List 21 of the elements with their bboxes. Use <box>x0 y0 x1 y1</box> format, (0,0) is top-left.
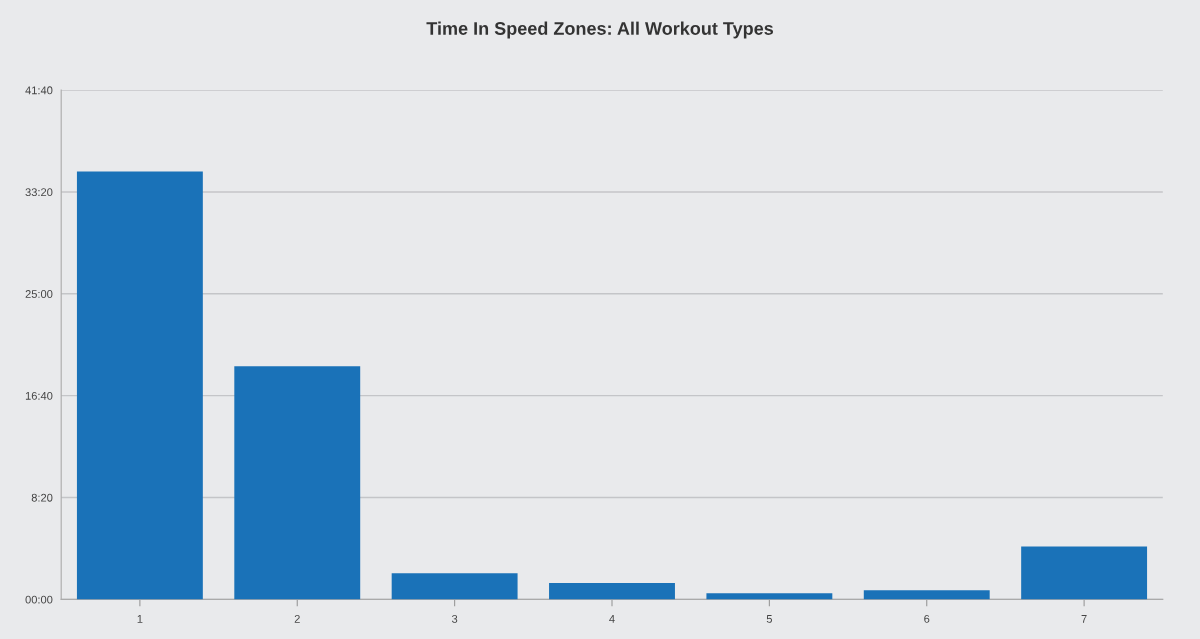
x-tick-label: 5 <box>766 615 772 623</box>
bar <box>391 573 518 600</box>
y-tick-label: 25:00 <box>25 290 53 298</box>
y-tick-label: 00:00 <box>25 595 53 604</box>
bar <box>234 366 361 600</box>
y-tick-label: 33:20 <box>25 188 53 197</box>
bar <box>706 593 833 600</box>
x-tick-label: 7 <box>1081 615 1087 623</box>
x-tick-label: 2 <box>294 614 300 623</box>
y-tick-label: 16:40 <box>25 391 53 400</box>
bar <box>76 171 203 600</box>
y-tick-label: 8:20 <box>31 493 53 502</box>
bar <box>1021 546 1148 600</box>
x-tick-label: 6 <box>924 614 930 623</box>
chart-title: Time In Speed Zones: All Workout Types <box>426 21 774 39</box>
x-tick-label: 4 <box>609 615 615 623</box>
bar <box>863 590 990 600</box>
y-tick-label: 41:40 <box>25 86 53 95</box>
x-tick-label: 1 <box>137 615 143 623</box>
bar <box>549 583 675 600</box>
x-tick-label: 3 <box>451 614 458 623</box>
